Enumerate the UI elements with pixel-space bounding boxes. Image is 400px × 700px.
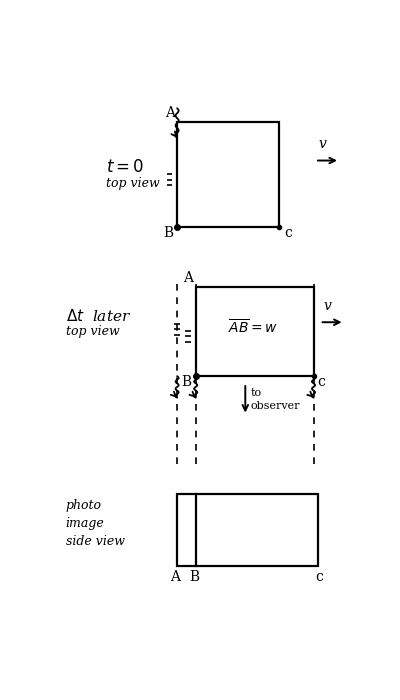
Text: c: c (284, 226, 292, 240)
Text: A: A (170, 570, 180, 584)
Text: $\Delta t$  later: $\Delta t$ later (66, 308, 131, 324)
Text: top view: top view (106, 177, 160, 190)
Text: to
observer: to observer (251, 388, 300, 410)
Text: c: c (317, 375, 325, 389)
Text: top view: top view (66, 326, 119, 338)
Text: c: c (315, 570, 323, 584)
Text: v: v (319, 137, 327, 151)
Text: A: A (183, 270, 193, 284)
Text: B: B (189, 570, 199, 584)
Text: v: v (324, 299, 331, 313)
Text: B: B (181, 375, 191, 389)
Text: $t = 0$: $t = 0$ (106, 159, 144, 176)
Text: A: A (165, 106, 175, 120)
Text: $\overline{AB} = w$: $\overline{AB} = w$ (228, 318, 278, 337)
Text: B: B (163, 226, 173, 240)
Text: photo
image
side view: photo image side view (66, 499, 124, 548)
